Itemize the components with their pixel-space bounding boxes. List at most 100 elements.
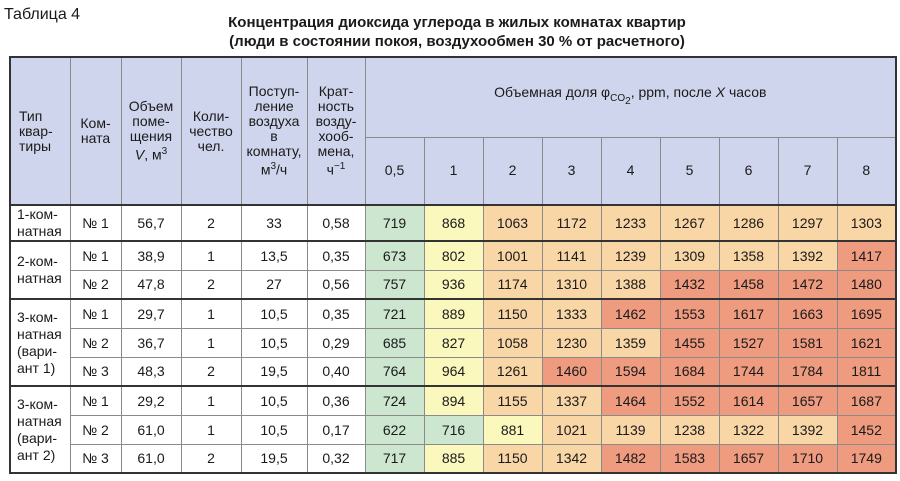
header-hour: 5	[659, 136, 720, 206]
co2-value-cell: 1358	[718, 240, 779, 271]
co2-value-cell: 1174	[482, 269, 543, 300]
co2-value-cell: 1455	[659, 327, 720, 358]
co2-value-cell: 1695	[836, 298, 897, 329]
people-cell: 1	[180, 240, 242, 271]
co2-value-cell: 802	[423, 240, 484, 271]
table-row: № 3 48,3 2 19,5 0,40 764 964 1261 1460 1594 1684 17…	[10, 356, 897, 387]
co2-value-cell: 719	[364, 204, 425, 242]
people-cell: 1	[180, 298, 242, 329]
co2-value-cell: 1238	[659, 414, 720, 445]
co2-value-cell: 1663	[777, 298, 838, 329]
co2-value-cell: 1583	[659, 443, 720, 474]
co2-value-cell: 1657	[777, 385, 838, 416]
exchange-rate-cell: 0,32	[306, 443, 366, 474]
table-row: № 2 61,0 1 10,5 0,17 622 716 881 1021 1139 1238 132…	[10, 414, 897, 445]
co2-value-cell: 1621	[836, 327, 897, 358]
co2-value-cell: 1684	[659, 356, 720, 387]
co2-value-cell: 1021	[541, 414, 602, 445]
header-type: Тип квар-тиры	[9, 56, 71, 206]
co2-value-cell: 1337	[541, 385, 602, 416]
co2-value-cell: 1150	[482, 443, 543, 474]
co2-value-cell: 1058	[482, 327, 543, 358]
co2-value-cell: 685	[364, 327, 425, 358]
header-hours-row: 0,5 1 2 3 4 5 6 7 8	[10, 136, 897, 206]
co2-value-cell: 1155	[482, 385, 543, 416]
exchange-rate-cell: 0,56	[306, 269, 366, 300]
co2-value-cell: 1458	[718, 269, 779, 300]
table-row: 2-ком-натная № 1 38,9 1 13,5 0,35 673 802 1001 11…	[9, 240, 897, 300]
title-line-1: Концентрация диоксида углерода в жилых к…	[228, 14, 686, 31]
co2-value-cell: 1172	[541, 204, 602, 242]
co2-value-cell: 1749	[836, 443, 897, 474]
header-people: Коли-чество чел.	[180, 56, 242, 206]
co2-value-cell: 757	[364, 269, 425, 300]
co2-value-cell: 1359	[600, 327, 661, 358]
room-cell: № 2	[69, 269, 122, 300]
table-row: 3-ком-натная (вари-ант 1) № 1 29,7 1 10,5 0,35…	[9, 298, 897, 387]
room-cell: № 1	[69, 240, 122, 271]
co2-value-cell: 1333	[541, 298, 602, 329]
room-cell: № 2	[69, 327, 122, 358]
co2-value-cell: 1553	[659, 298, 720, 329]
co2-value-cell: 1594	[600, 356, 661, 387]
co2-value-cell: 1267	[659, 204, 720, 242]
co2-value-cell: 1480	[836, 269, 897, 300]
co2-value-cell: 721	[364, 298, 425, 329]
co2-value-cell: 1462	[600, 298, 661, 329]
co2-value-cell: 716	[423, 414, 484, 445]
co2-value-cell: 1001	[482, 240, 543, 271]
co2-value-cell: 1811	[836, 356, 897, 387]
co2-value-cell: 1063	[482, 204, 543, 242]
co2-value-cell: 1464	[600, 385, 661, 416]
co2-value-cell: 894	[423, 385, 484, 416]
co2-value-cell: 1784	[777, 356, 838, 387]
co2-value-cell: 1230	[541, 327, 602, 358]
co2-value-cell: 1710	[777, 443, 838, 474]
table-body: 1-ком-натная № 1 56,7 2 33 0,58 719 868 1063 1172…	[9, 204, 897, 474]
co2-value-cell: 1617	[718, 298, 779, 329]
header-hour: 1	[423, 136, 484, 206]
volume-cell: 56,7	[120, 204, 182, 242]
air-supply-cell: 10,5	[240, 385, 308, 416]
co2-value-cell: 1657	[718, 443, 779, 474]
room-cell: № 2	[69, 414, 122, 445]
co2-value-cell: 1581	[777, 327, 838, 358]
header-hour: 0,5	[364, 136, 425, 206]
header-exchange-rate: Крат-ность возду-хооб-мена, ч−1	[306, 56, 366, 206]
co2-value-cell: 1342	[541, 443, 602, 474]
exchange-rate-cell: 0,35	[306, 240, 366, 271]
co2-value-cell: 964	[423, 356, 484, 387]
co2-value-cell: 1482	[600, 443, 661, 474]
header-air-supply: Поступ-ление воздуха в комнату, м3/ч	[240, 56, 308, 206]
volume-cell: 48,3	[120, 356, 182, 387]
people-cell: 1	[180, 414, 242, 445]
co2-value-cell: 1460	[541, 356, 602, 387]
co2-value-cell: 1388	[600, 269, 661, 300]
header-hour: 8	[836, 136, 897, 206]
co2-value-cell: 717	[364, 443, 425, 474]
title-line-2: (люди в состоянии покоя, воздухообмен 30…	[229, 33, 685, 50]
volume-cell: 29,7	[120, 298, 182, 329]
room-cell: № 1	[69, 298, 122, 329]
co2-value-cell: 724	[364, 385, 425, 416]
header-hour: 4	[600, 136, 661, 206]
header-hour: 2	[482, 136, 543, 206]
co2-value-cell: 1744	[718, 356, 779, 387]
co2-value-cell: 1452	[836, 414, 897, 445]
co2-value-cell: 1303	[836, 204, 897, 242]
people-cell: 2	[180, 443, 242, 474]
co2-value-cell: 1233	[600, 204, 661, 242]
header-volume: Объем поме-щения V, м3	[120, 56, 182, 206]
table-row: № 2 36,7 1 10,5 0,29 685 827 1058 1230 1359 1455 15…	[10, 327, 897, 358]
co2-value-cell: 885	[423, 443, 484, 474]
co2-value-cell: 1392	[777, 414, 838, 445]
exchange-rate-cell: 0,36	[306, 385, 366, 416]
air-supply-cell: 10,5	[240, 414, 308, 445]
apartment-type-cell: 3-ком-натная (вари-ант 2)	[9, 385, 71, 474]
volume-cell: 38,9	[120, 240, 182, 271]
co2-value-cell: 1261	[482, 356, 543, 387]
apartment-type-cell: 2-ком-натная	[9, 240, 71, 300]
header-co2-fraction: Объемная доля φCO2, ppm, после X часов	[364, 56, 897, 138]
room-cell: № 3	[69, 356, 122, 387]
people-cell: 1	[180, 385, 242, 416]
